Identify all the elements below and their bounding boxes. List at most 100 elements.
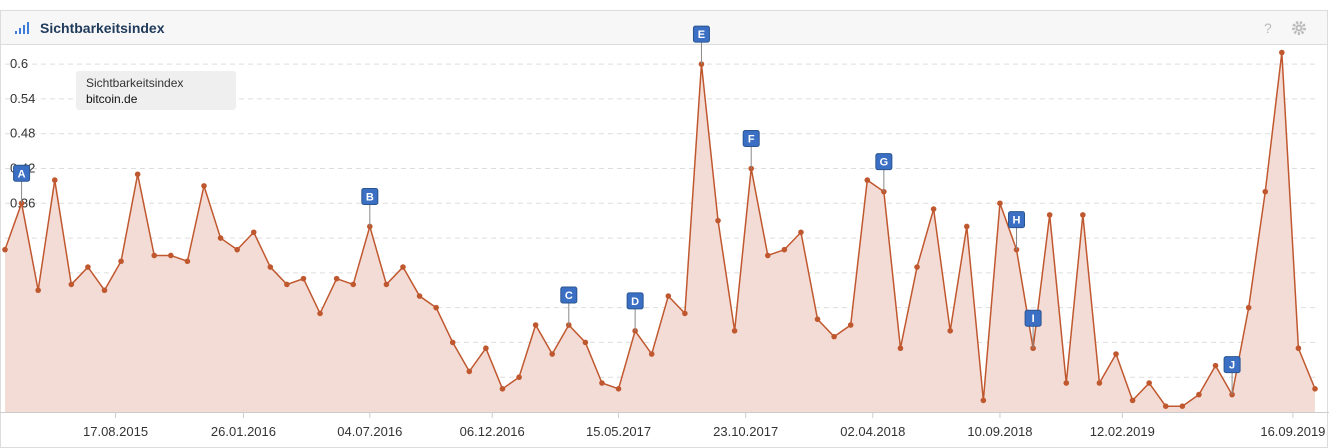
- data-point: [217, 235, 224, 241]
- header-title: Sichtbarkeitsindex: [40, 20, 165, 36]
- data-point: [1096, 380, 1103, 386]
- data-point: [781, 246, 788, 253]
- annotation-label: A: [18, 168, 26, 180]
- data-point: [1196, 391, 1202, 398]
- x-tick-label: 06.12.2016: [460, 424, 525, 439]
- x-tick-label: 17.08.2015: [83, 424, 148, 439]
- data-point: [168, 252, 174, 259]
- x-tick-label: 23.10.2017: [713, 424, 778, 439]
- data-point: [134, 171, 141, 178]
- data-point: [234, 246, 240, 253]
- x-tick-label: 04.07.2016: [337, 424, 402, 439]
- data-point: [615, 386, 622, 392]
- data-point: [632, 328, 638, 334]
- data-point: [947, 328, 953, 334]
- annotation-flag: [626, 292, 644, 310]
- annotation-flag: [742, 129, 760, 147]
- data-point: [764, 252, 771, 259]
- settings-icon[interactable]: [1292, 21, 1306, 35]
- data-point: [383, 281, 390, 288]
- data-point: [980, 397, 987, 404]
- data-point: [101, 287, 108, 294]
- annotation-label: F: [748, 133, 755, 145]
- data-point: [997, 200, 1003, 207]
- annotation-label: I: [1032, 313, 1035, 325]
- chart-icon: [15, 22, 29, 34]
- data-point: [151, 252, 158, 259]
- data-point: [499, 386, 506, 392]
- y-tick-label: 0.6: [10, 56, 28, 71]
- annotation-flag: [1024, 309, 1042, 327]
- data-point: [201, 183, 207, 189]
- help-icon[interactable]: ?: [1264, 20, 1272, 36]
- legend-title: Sichtbarkeitsindex: [86, 76, 183, 90]
- data-point: [1179, 403, 1186, 410]
- data-point: [1162, 403, 1169, 410]
- data-point: [715, 217, 721, 224]
- data-point: [267, 264, 274, 270]
- x-tick-label: 15.05.2017: [586, 424, 651, 439]
- data-point: [1279, 49, 1285, 56]
- data-point: [682, 310, 688, 317]
- data-point: [798, 229, 804, 236]
- data-point: [1295, 345, 1302, 352]
- data-point: [1080, 212, 1086, 218]
- data-point: [599, 380, 605, 386]
- annotation-label: H: [1013, 215, 1021, 227]
- data-point: [466, 368, 473, 375]
- data-point: [847, 322, 854, 328]
- data-point: [914, 264, 920, 270]
- data-point: [300, 275, 307, 282]
- data-point: [250, 229, 257, 236]
- data-point: [963, 223, 970, 230]
- data-point: [1212, 362, 1219, 369]
- data-point: [118, 258, 124, 265]
- data-point: [1063, 380, 1070, 386]
- data-point: [731, 328, 738, 334]
- data-point: [532, 322, 539, 328]
- data-point: [85, 264, 91, 270]
- data-point: [483, 345, 489, 352]
- x-tick-label: 10.09.2018: [967, 424, 1032, 439]
- data-point: [814, 316, 821, 323]
- legend: [76, 71, 236, 110]
- data-point: [1113, 351, 1119, 357]
- data-point: [317, 310, 323, 317]
- annotation-flag: [13, 164, 31, 182]
- y-tick-label: 0.54: [10, 91, 35, 106]
- annotation-label: G: [880, 157, 889, 169]
- annotation-flag: [560, 286, 578, 304]
- data-point: [1312, 386, 1318, 392]
- data-point: [864, 177, 871, 183]
- data-point: [400, 264, 406, 270]
- data-point: [648, 351, 655, 357]
- annotation-label: D: [631, 296, 639, 308]
- data-point: [433, 304, 439, 311]
- data-point: [549, 351, 556, 357]
- x-tick-label: 12.02.2019: [1090, 424, 1155, 439]
- data-point: [68, 281, 75, 288]
- data-point: [582, 339, 589, 346]
- data-point: [1129, 397, 1136, 404]
- data-point: [831, 333, 837, 340]
- data-point: [1245, 304, 1252, 311]
- data-point: [1030, 345, 1036, 352]
- data-point: [35, 287, 41, 294]
- data-point: [1046, 212, 1053, 218]
- data-point: [333, 275, 340, 282]
- line: [4, 52, 1316, 407]
- data-point: [416, 293, 423, 299]
- data-point: [516, 374, 522, 381]
- annotation-label: C: [565, 290, 573, 302]
- data-point: [930, 206, 937, 212]
- legend-entry: bitcoin.de: [86, 92, 138, 106]
- annotation-flag: [692, 25, 710, 43]
- data-point: [665, 293, 672, 299]
- annotation-flag: [1223, 356, 1241, 374]
- x-tick-label: 02.04.2018: [840, 424, 905, 439]
- data-point: [897, 345, 904, 352]
- annotation-flag: [361, 187, 379, 205]
- area: [5, 52, 1315, 413]
